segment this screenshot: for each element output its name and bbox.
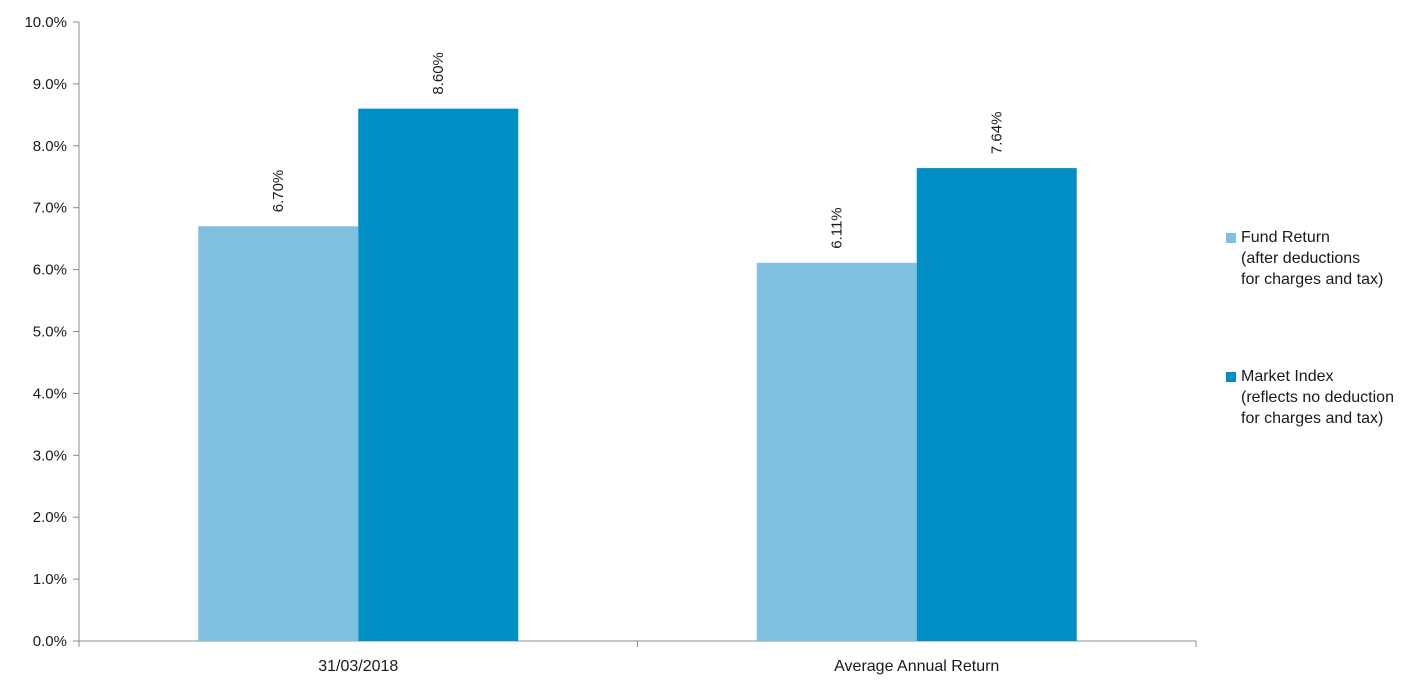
data-labels: 6.70% 8.60% 6.11% 7.64% [270,52,1006,249]
y-tick-label: 6.0% [33,262,67,279]
y-tick-label: 10.0% [24,14,67,31]
legend-swatch [1226,233,1236,243]
x-tick-label: Average Annual Return [834,658,999,675]
y-tick-label: 2.0% [33,509,67,526]
y-tick-label: 5.0% [33,324,67,341]
bar [756,262,917,641]
axes: 0.0% 1.0% 2.0% 3.0% 4.0% 5.0% 6.0% 7.0% 8.0% 9.0%… [24,14,1197,675]
y-tick-label: 8.0% [33,138,67,155]
y-tick-label: 3.0% [33,447,67,464]
bar [358,108,519,641]
legend-label: Fund Return (after deductions for charges … [1241,229,1383,288]
bar [916,168,1077,642]
y-tick-label: 7.0% [33,200,67,217]
data-label: 6.11% [829,207,846,248]
x-tick-label: 31/03/2018 [318,658,398,675]
data-label: 6.70% [270,170,287,213]
data-label: 8.60% [430,52,447,95]
legend: Fund Return (after deductions for charges … [1226,229,1394,427]
legend-swatch [1226,372,1236,382]
bars [198,108,1077,642]
y-tick-label: 9.0% [33,76,67,93]
legend-label: Market Index (reflects no deduction for ch… [1241,368,1394,427]
y-tick-label: 1.0% [33,571,67,588]
bar [198,226,359,641]
data-label: 7.64% [989,112,1006,155]
y-tick-label: 0.0% [33,633,67,650]
y-tick-label: 4.0% [33,385,67,402]
